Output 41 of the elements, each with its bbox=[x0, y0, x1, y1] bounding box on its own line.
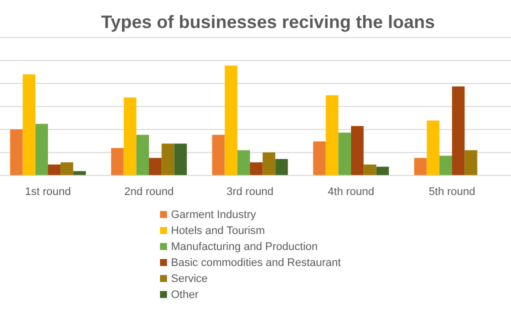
x-tick-label: 5th round bbox=[428, 186, 476, 198]
bar bbox=[162, 144, 174, 176]
chart-title: Types of businesses reciving the loans bbox=[101, 12, 435, 32]
bar bbox=[237, 150, 250, 176]
x-tick-label: 2nd round bbox=[124, 186, 174, 198]
bar bbox=[212, 134, 225, 176]
bar bbox=[351, 126, 364, 176]
bar bbox=[464, 150, 478, 176]
legend-label: Hotels and Tourism bbox=[171, 225, 265, 237]
bar bbox=[60, 162, 74, 176]
legend-label: Garment Industry bbox=[171, 209, 256, 221]
bar bbox=[250, 162, 263, 176]
bar bbox=[364, 164, 376, 176]
legend-label: Other bbox=[171, 289, 199, 301]
legend-label: Service bbox=[171, 273, 208, 285]
bar bbox=[10, 129, 23, 176]
x-tick-label: 3rd round bbox=[226, 186, 274, 198]
bar bbox=[326, 95, 338, 176]
bar bbox=[111, 148, 124, 176]
bar bbox=[148, 158, 162, 176]
bar bbox=[224, 66, 238, 176]
bar bbox=[426, 120, 440, 176]
bar bbox=[262, 152, 276, 176]
bar bbox=[22, 74, 36, 176]
bar bbox=[439, 156, 452, 176]
bar bbox=[48, 164, 61, 176]
bar bbox=[275, 159, 288, 176]
bar bbox=[338, 132, 352, 176]
bar bbox=[136, 134, 149, 176]
bar bbox=[124, 97, 136, 176]
bar bbox=[452, 86, 465, 176]
bar bbox=[174, 144, 187, 176]
bar bbox=[73, 171, 86, 176]
bar bbox=[313, 141, 326, 176]
bar bbox=[414, 158, 427, 176]
x-tick-label: 4th round bbox=[328, 186, 374, 198]
bar bbox=[376, 166, 389, 176]
legend-label: Manufacturing and Production bbox=[171, 241, 318, 253]
bar bbox=[35, 124, 48, 176]
legend-label: Basic commodities and Restaurant bbox=[171, 257, 341, 269]
x-tick-label: 1st round bbox=[25, 186, 71, 198]
